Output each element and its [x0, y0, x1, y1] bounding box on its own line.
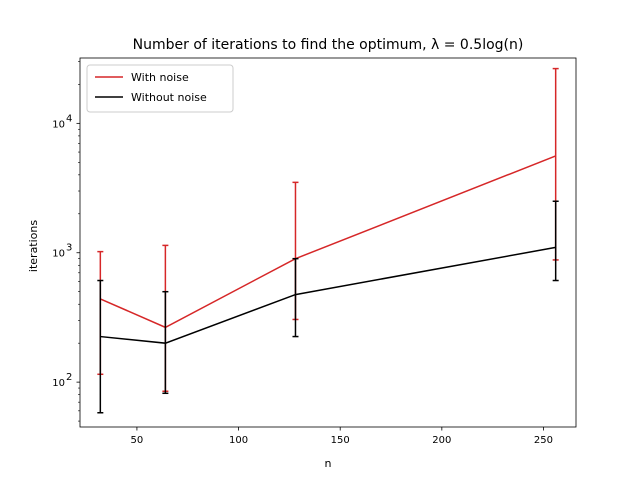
series-line: [100, 246, 556, 344]
y-tick-label: 10: [52, 249, 65, 260]
y-tick-label: 10: [52, 119, 65, 130]
x-tick-label: 50: [131, 435, 144, 446]
legend-label: With noise: [131, 71, 189, 84]
axes-frame: [79, 57, 577, 428]
y-axis-label: iterations: [27, 220, 40, 272]
y-tick-exponent: 2: [66, 372, 72, 383]
x-tick-label: 250: [534, 435, 553, 446]
chart-title: Number of iterations to find the optimum…: [133, 37, 524, 53]
legend-label: Without noise: [131, 91, 207, 104]
x-tick-label: 200: [432, 435, 451, 446]
y-tick-exponent: 4: [66, 113, 72, 124]
series-1: [97, 200, 559, 414]
x-tick-label: 100: [229, 435, 248, 446]
series-line: [100, 155, 556, 329]
y-tick-exponent: 3: [66, 243, 72, 254]
legend-box: [86, 64, 234, 113]
x-axis-label: n: [325, 457, 332, 470]
legend: With noise Without noise: [86, 64, 234, 113]
y-tick-label: 10: [52, 378, 65, 389]
x-tick-label: 150: [331, 435, 350, 446]
